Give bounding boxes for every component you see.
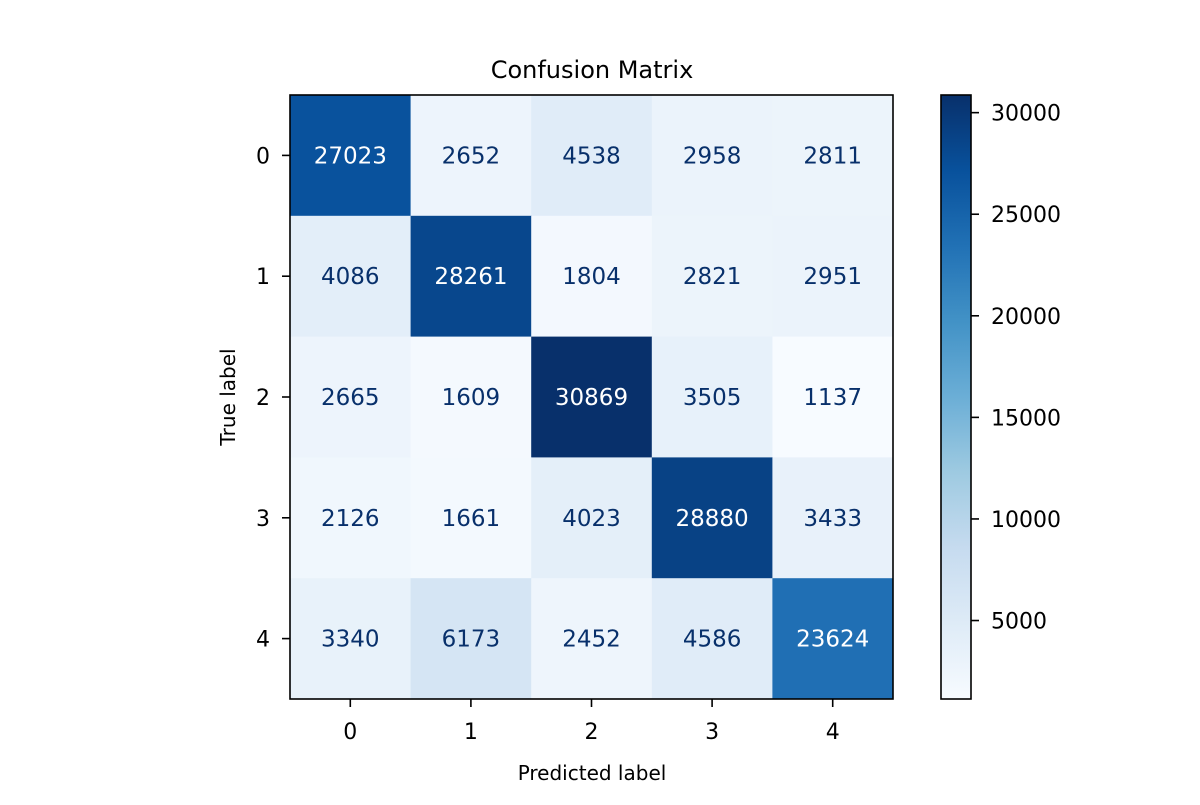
cell-value-r0-c2: 4538 <box>562 143 621 169</box>
cell-value-r2-c4: 1137 <box>803 385 862 411</box>
heatmap-cell-r4-c4 <box>772 578 894 700</box>
cell-value-r2-c3: 3505 <box>683 385 742 411</box>
colorbar-tick-label-3: 20000 <box>991 305 1061 330</box>
cell-value-r4-c0: 3340 <box>321 627 380 653</box>
y-axis-label: True label <box>216 348 240 446</box>
x-tick-label-4: 4 <box>826 720 840 745</box>
heatmap-cell-r4-c2 <box>531 578 653 700</box>
colorbar-tick-label-5: 30000 <box>991 102 1061 127</box>
y-tick-label-3: 3 <box>256 507 270 532</box>
x-tick-label-0: 0 <box>343 720 357 745</box>
cell-value-r3-c0: 2126 <box>321 506 380 532</box>
colorbar-tick-label-0: 5000 <box>991 610 1047 635</box>
heatmap-cell-r3-c2 <box>531 457 653 579</box>
x-tick-label-1: 1 <box>464 720 478 745</box>
heatmap-cell-r4-c3 <box>651 578 773 700</box>
heatmap-cell-r0-c3 <box>651 95 773 217</box>
cell-value-r1-c3: 2821 <box>683 264 742 290</box>
x-axis-label: Predicted label <box>518 761 667 785</box>
heatmap-cell-r4-c1 <box>410 578 532 700</box>
heatmap-cell-r1-c3 <box>651 215 773 338</box>
y-tick-label-1: 1 <box>256 265 270 290</box>
cell-value-r0-c4: 2811 <box>803 143 862 169</box>
heatmap-cell-r2-c4 <box>772 336 894 458</box>
heatmap-cell-r3-c0 <box>290 457 412 579</box>
cell-value-r2-c2: 30869 <box>555 385 628 411</box>
cell-value-r2-c1: 1609 <box>442 385 501 411</box>
cell-value-r0-c0: 27023 <box>314 143 387 169</box>
cell-value-r4-c1: 6173 <box>442 627 501 653</box>
heatmap-cell-r0-c0 <box>290 95 412 217</box>
colorbar-tick-label-4: 25000 <box>991 203 1061 228</box>
heatmap-cell-r3-c1 <box>410 457 532 579</box>
x-tick-label-2: 2 <box>585 720 599 745</box>
heatmap-cells <box>290 95 894 700</box>
x-axis-ticks: 0 1 2 3 4 <box>343 699 840 745</box>
heatmap-cell-r2-c2 <box>531 336 653 458</box>
cell-value-r2-c0: 2665 <box>321 385 380 411</box>
heatmap-cell-r1-c1 <box>410 215 532 338</box>
heatmap-cell-r0-c1 <box>410 95 532 217</box>
cell-value-r3-c3: 28880 <box>676 506 749 532</box>
cell-value-r3-c2: 4023 <box>562 506 621 532</box>
cell-value-r3-c4: 3433 <box>803 506 862 532</box>
cell-value-r1-c2: 1804 <box>562 264 621 290</box>
chart-title: Confusion Matrix <box>491 56 694 84</box>
heatmap-cell-r3-c3 <box>651 457 773 579</box>
heatmap-cell-r1-c0 <box>290 215 412 338</box>
heatmap-cell-r0-c4 <box>772 95 894 217</box>
y-tick-label-2: 2 <box>256 386 270 411</box>
heatmap-cell-r2-c0 <box>290 336 412 458</box>
cell-value-r1-c4: 2951 <box>803 264 862 290</box>
cell-value-r3-c1: 1661 <box>442 506 501 532</box>
cell-value-r1-c0: 4086 <box>321 264 380 290</box>
heatmap-cell-r4-c0 <box>290 578 412 700</box>
colorbar-ticks: 5000 10000 15000 20000 25000 30000 <box>971 102 1061 635</box>
cell-value-r1-c1: 28261 <box>434 264 507 290</box>
cell-value-r0-c3: 2958 <box>683 143 742 169</box>
heatmap-cell-r1-c2 <box>531 215 653 338</box>
heatmap-cell-r0-c2 <box>531 95 653 217</box>
cell-value-r4-c3: 4586 <box>683 627 742 653</box>
y-tick-label-0: 0 <box>256 144 270 169</box>
x-tick-label-3: 3 <box>705 720 719 745</box>
colorbar-tick-label-2: 15000 <box>991 406 1061 431</box>
heatmap-cell-r1-c4 <box>772 215 894 338</box>
cell-value-r0-c1: 2652 <box>442 143 501 169</box>
y-tick-label-4: 4 <box>256 628 270 653</box>
colorbar-tick-label-1: 10000 <box>991 508 1061 533</box>
heatmap-cell-r2-c3 <box>651 336 773 458</box>
colorbar <box>940 94 972 700</box>
y-axis-ticks: 0 1 2 3 4 <box>256 144 290 653</box>
cell-value-r4-c2: 2452 <box>562 627 621 653</box>
heatmap-cell-r3-c4 <box>772 457 894 579</box>
heatmap-cell-r2-c1 <box>410 336 532 458</box>
cell-value-r4-c4: 23624 <box>796 627 869 653</box>
heatmap-cell-labels: 27023 2652 4538 2958 2811 4086 28261 1804 2821 29… <box>314 143 870 652</box>
